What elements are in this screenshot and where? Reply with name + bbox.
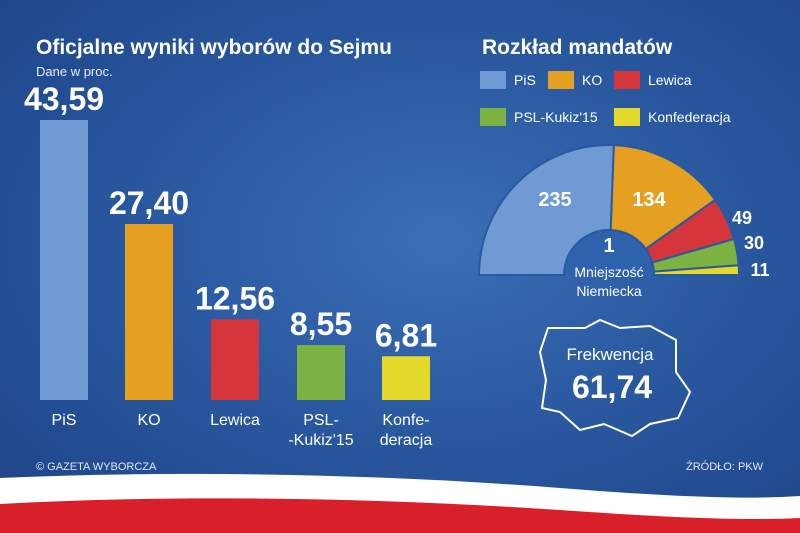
bar-value-label: 27,40: [109, 185, 189, 221]
bar-value-label: 8,55: [290, 306, 352, 342]
seat-value-label: 134: [632, 189, 666, 211]
category-label: -Kukiz'15: [288, 432, 353, 449]
legend-label: Lewica: [648, 72, 692, 88]
minority-label: Niemiecka: [576, 283, 642, 299]
legend-swatch: [614, 71, 640, 89]
seat-value-label: 235: [538, 189, 571, 211]
legend-item-psl: PSL-Kukiz'15: [480, 108, 598, 126]
category-label: PSL-: [303, 412, 339, 429]
bar-value-label: 43,59: [24, 81, 104, 117]
legend-label: PiS: [514, 72, 536, 88]
legend-swatch: [480, 71, 506, 89]
seat-value-label: 30: [744, 233, 764, 253]
legend-swatch: [614, 108, 640, 126]
bar-value-label: 12,56: [195, 280, 275, 316]
bar: [40, 120, 88, 400]
poland-outline-icon: [538, 318, 692, 438]
legend-item-lewica: Lewica: [614, 71, 692, 89]
seat-segment: [609, 144, 717, 251]
seat-segment: [652, 264, 741, 276]
turnout-value: 61,74: [572, 369, 652, 405]
legend-item-pis: PiS: [480, 71, 536, 89]
legend-label: Konfederacja: [648, 109, 731, 125]
seat-segment: [477, 144, 615, 276]
legend-item-konfederacja: Konfederacja: [614, 108, 731, 126]
bar-value-label: 6,81: [375, 317, 437, 353]
minority-label: Mniejszość: [574, 264, 643, 280]
legend-label: PSL-Kukiz'15: [514, 109, 598, 125]
legend-item-ko: KO: [548, 71, 602, 89]
seats-title: Rozkład mandatów: [482, 36, 673, 59]
source-credit: ŹRÓDŁO: PKW: [686, 461, 764, 473]
category-label: KO: [137, 412, 160, 429]
turnout-label: Frekwencja: [567, 345, 654, 364]
category-label: Konfe-: [382, 412, 429, 429]
seat-value-label: 11: [750, 260, 769, 280]
category-label: PiS: [52, 412, 77, 429]
chart-subtitle: Dane w proc.: [36, 64, 113, 79]
chart-title: Oficjalne wyniki wyborów do Sejmu: [36, 36, 392, 59]
minority-segment: [566, 232, 652, 275]
minority-value: 1: [603, 235, 614, 257]
legend-label: KO: [582, 72, 603, 88]
wave-red: [0, 498, 800, 533]
category-label: Lewica: [210, 412, 260, 429]
bar: [382, 356, 430, 400]
credit-left: © GAZETA WYBORCZA: [36, 461, 157, 473]
seat-value-label: 49: [732, 208, 752, 228]
category-label: deracja: [380, 432, 433, 449]
bar: [125, 223, 173, 400]
legend-swatch: [480, 108, 506, 126]
bar: [297, 345, 345, 400]
legend-swatch: [548, 71, 574, 89]
bar: [211, 319, 259, 400]
